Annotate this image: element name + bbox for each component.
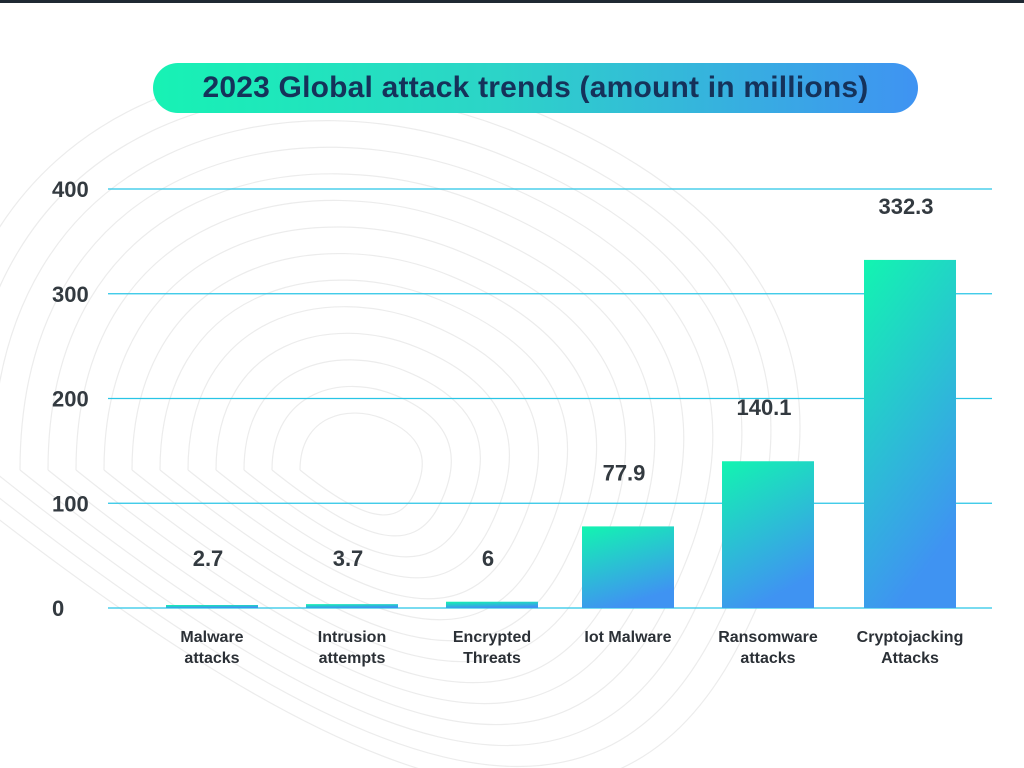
- background-contour: [271, 385, 452, 537]
- data-label: 332.3: [878, 194, 933, 219]
- bar: [582, 526, 674, 608]
- background-contour: [131, 252, 598, 642]
- x-tick-label: attacks: [740, 650, 795, 667]
- gridlines: [108, 188, 992, 609]
- y-tick-label: 400: [52, 177, 89, 202]
- x-tick-label: Ransomware: [718, 629, 818, 646]
- x-tick-label: Encrypted: [453, 629, 531, 646]
- y-tick-label: 300: [52, 282, 89, 307]
- background-contour: [19, 146, 714, 726]
- background-contour: [0, 66, 801, 768]
- x-tick-label: Intrusion: [318, 629, 386, 646]
- data-label: 2.7: [193, 546, 224, 571]
- top-border: [0, 0, 1024, 3]
- background-contour: [0, 93, 772, 768]
- background-contour: [159, 279, 569, 621]
- background-contour: [47, 173, 685, 705]
- x-tick-label: attacks: [184, 650, 239, 667]
- bars: [166, 259, 956, 608]
- x-tick-label: Attacks: [881, 650, 939, 667]
- data-labels: 2.7 3.7 6 77.9 140.1 332.3: [193, 194, 934, 571]
- y-tick-label: 200: [52, 387, 89, 412]
- y-axis-ticks: 0 100 200 300 400: [52, 177, 89, 621]
- background-contour: [299, 412, 423, 516]
- chart-title: 2023 Global attack trends (amount in mil…: [202, 71, 869, 104]
- data-label: 3.7: [333, 546, 364, 571]
- bar: [166, 605, 258, 608]
- x-tick-label: attempts: [319, 650, 386, 667]
- background-contour: [0, 120, 743, 747]
- x-tick-label: Cryptojacking: [857, 629, 964, 646]
- x-tick-label: Iot Malware: [584, 629, 671, 646]
- background-waves: [0, 66, 801, 768]
- data-label: 140.1: [736, 395, 791, 420]
- background-contour: [243, 359, 481, 558]
- chart-title-pill: 2023 Global attack trends (amount in mil…: [153, 63, 918, 113]
- bar: [722, 461, 814, 608]
- background-contour: [75, 199, 656, 684]
- x-tick-label: Malware: [180, 629, 243, 646]
- background-contour: [103, 226, 627, 663]
- x-tick-label: Threats: [463, 650, 521, 667]
- bar: [446, 601, 538, 608]
- category-labels: Malware attacks Intrusion attempts Encrypted…: [180, 629, 963, 667]
- background-contour: [187, 306, 539, 600]
- data-label: 6: [482, 546, 494, 571]
- data-label: 77.9: [603, 460, 646, 485]
- background-contour: [215, 332, 511, 579]
- y-tick-label: 0: [52, 596, 64, 621]
- bar: [864, 259, 956, 608]
- y-tick-label: 100: [52, 491, 89, 516]
- bar: [306, 604, 398, 608]
